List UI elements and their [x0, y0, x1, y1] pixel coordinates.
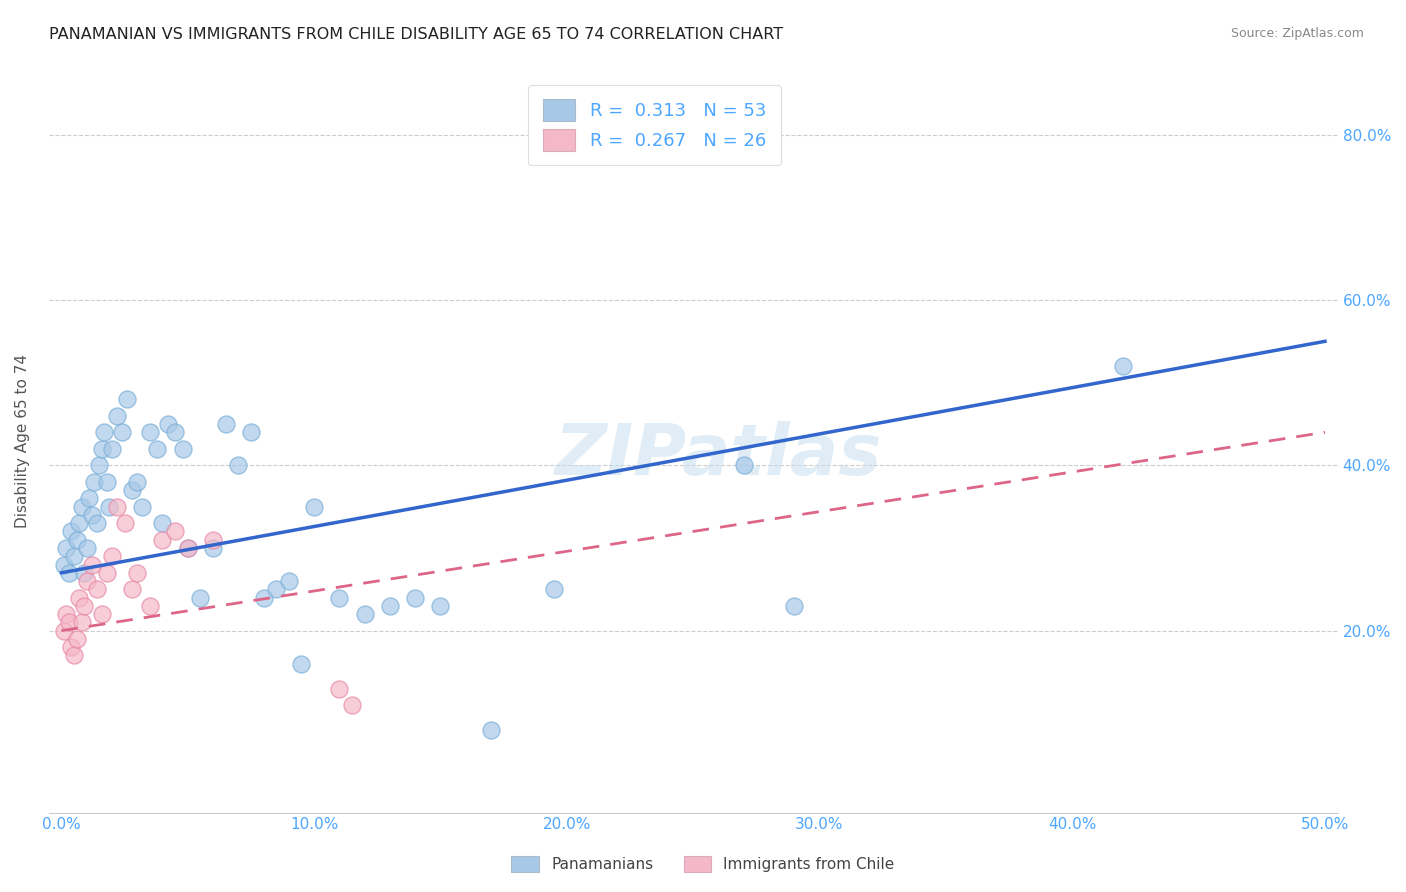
Point	[65, 632, 87, 646]
Text: PANAMANIAN VS IMMIGRANTS FROM CHILE DISABILITY AGE 65 TO 74 CORRELATION CHART: PANAMANIAN VS IMMIGRANTS FROM CHILE DISA…	[49, 27, 783, 42]
Point	[239, 425, 262, 440]
Point	[277, 574, 299, 588]
Point	[328, 681, 350, 696]
Point	[1112, 359, 1135, 373]
Point	[156, 417, 179, 431]
Point	[80, 508, 103, 522]
Point	[98, 500, 121, 514]
Point	[70, 500, 93, 514]
Point	[172, 442, 194, 456]
Point	[90, 442, 112, 456]
Point	[77, 491, 100, 506]
Point	[121, 483, 143, 497]
Point	[52, 624, 75, 638]
Point	[89, 458, 111, 473]
Legend: R =  0.313   N = 53, R =  0.267   N = 26: R = 0.313 N = 53, R = 0.267 N = 26	[529, 85, 780, 165]
Point	[93, 425, 115, 440]
Point	[52, 558, 75, 572]
Point	[115, 392, 138, 407]
Point	[177, 541, 200, 555]
Point	[404, 591, 426, 605]
Point	[96, 566, 118, 580]
Point	[252, 591, 274, 605]
Point	[67, 591, 90, 605]
Point	[96, 475, 118, 489]
Point	[111, 425, 134, 440]
Point	[101, 442, 124, 456]
Point	[479, 723, 502, 737]
Point	[152, 516, 174, 531]
Point	[543, 582, 565, 597]
Point	[214, 417, 236, 431]
Point	[226, 458, 249, 473]
Point	[73, 566, 96, 580]
Point	[65, 533, 87, 547]
Point	[101, 549, 124, 564]
Point	[55, 541, 77, 555]
Point	[733, 458, 755, 473]
Point	[105, 409, 128, 423]
Legend: Panamanians, Immigrants from Chile: Panamanians, Immigrants from Chile	[503, 848, 903, 880]
Point	[86, 582, 108, 597]
Point	[105, 500, 128, 514]
Point	[165, 524, 187, 539]
Point	[55, 607, 77, 621]
Point	[264, 582, 287, 597]
Point	[86, 516, 108, 531]
Point	[202, 533, 225, 547]
Point	[139, 425, 162, 440]
Point	[90, 607, 112, 621]
Point	[340, 698, 363, 712]
Point	[80, 558, 103, 572]
Point	[58, 615, 80, 630]
Point	[127, 566, 149, 580]
Point	[73, 599, 96, 613]
Point	[63, 549, 86, 564]
Point	[70, 615, 93, 630]
Point	[302, 500, 325, 514]
Point	[60, 640, 83, 655]
Point	[190, 591, 212, 605]
Point	[114, 516, 136, 531]
Point	[127, 475, 149, 489]
Point	[429, 599, 451, 613]
Point	[67, 516, 90, 531]
Point	[76, 541, 98, 555]
Text: Source: ZipAtlas.com: Source: ZipAtlas.com	[1230, 27, 1364, 40]
Point	[152, 533, 174, 547]
Point	[202, 541, 225, 555]
Point	[290, 657, 312, 671]
Point	[328, 591, 350, 605]
Point	[165, 425, 187, 440]
Point	[76, 574, 98, 588]
Point	[177, 541, 200, 555]
Point	[63, 648, 86, 663]
Y-axis label: Disability Age 65 to 74: Disability Age 65 to 74	[15, 353, 30, 527]
Point	[60, 524, 83, 539]
Point	[131, 500, 153, 514]
Point	[121, 582, 143, 597]
Point	[146, 442, 169, 456]
Point	[139, 599, 162, 613]
Point	[378, 599, 401, 613]
Point	[783, 599, 806, 613]
Point	[58, 566, 80, 580]
Text: ZIPatlas: ZIPatlas	[555, 421, 883, 490]
Point	[83, 475, 105, 489]
Point	[353, 607, 375, 621]
